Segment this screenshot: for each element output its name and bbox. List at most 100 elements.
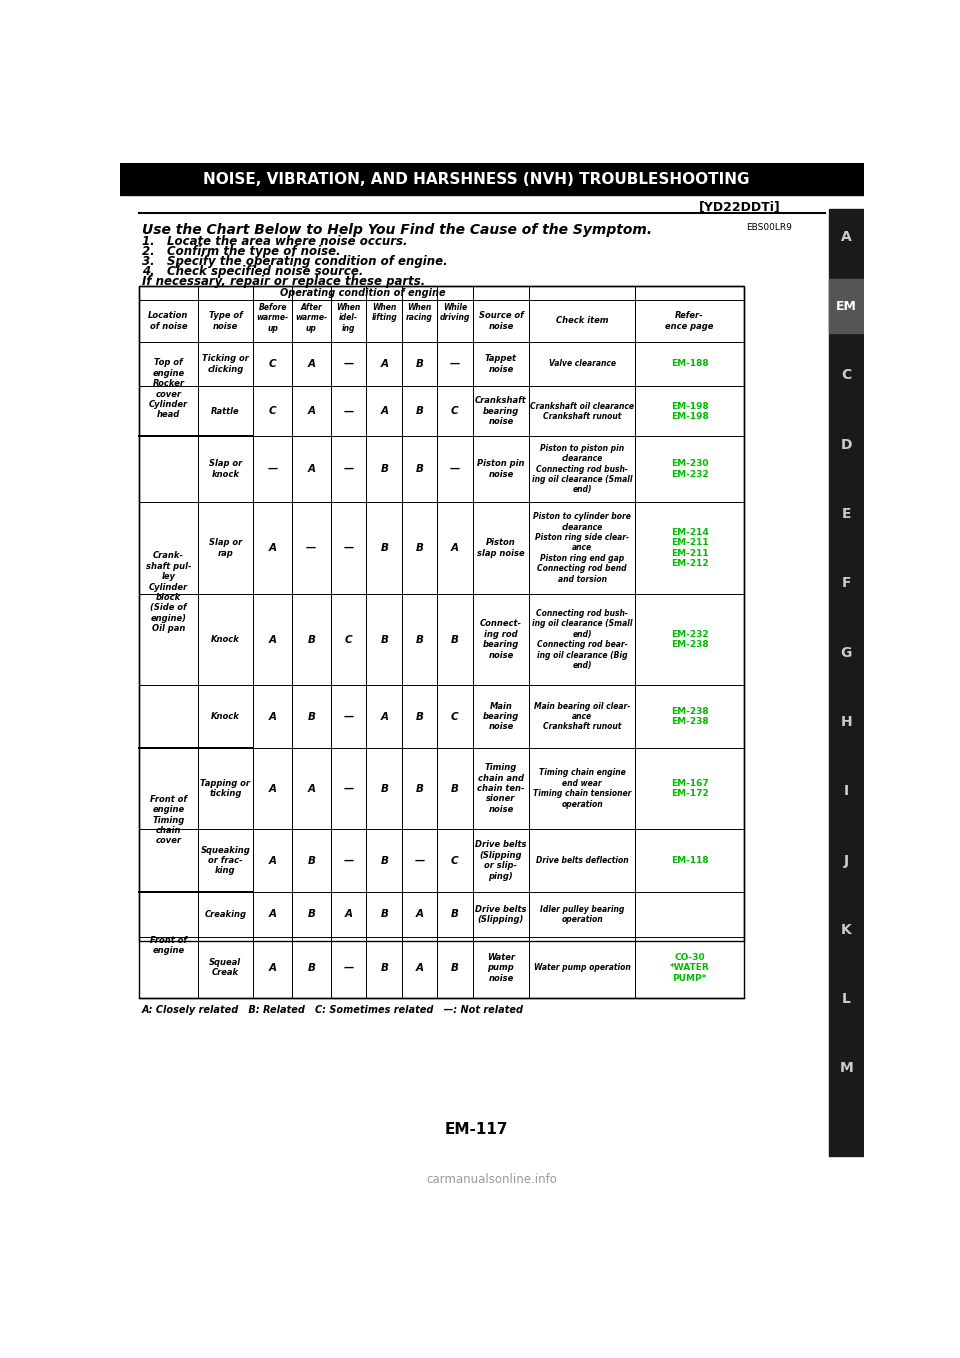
Text: A: A [307, 784, 316, 793]
Text: M: M [839, 1062, 853, 1076]
Text: —: — [344, 406, 354, 417]
Text: After
warme-
up: After warme- up [296, 303, 327, 333]
Text: —: — [344, 712, 354, 721]
Text: E: E [841, 507, 851, 521]
Text: F: F [841, 576, 851, 591]
Text: A: A [269, 543, 276, 553]
Text: A: A [307, 406, 316, 417]
Text: Source of
noise: Source of noise [478, 311, 523, 330]
Text: Creaking: Creaking [204, 910, 247, 919]
Text: B: B [416, 712, 423, 721]
Text: A: A [269, 712, 276, 721]
Text: Slap or
knock: Slap or knock [208, 459, 242, 479]
Text: EM-238
EM-238: EM-238 EM-238 [671, 708, 708, 727]
Text: Front of
engine: Front of engine [150, 936, 187, 955]
Text: When
idel-
ing: When idel- ing [337, 303, 361, 333]
Text: Piston to piston pin
clearance
Connecting rod bush-
ing oil clearance (Small
end: Piston to piston pin clearance Connectin… [532, 444, 633, 494]
Text: B: B [307, 963, 316, 972]
Text: Idler pulley bearing
operation: Idler pulley bearing operation [540, 904, 624, 925]
Text: A: A [416, 910, 423, 919]
Text: Crankshaft
bearing
noise: Crankshaft bearing noise [475, 397, 527, 426]
Bar [829, 280, 864, 333]
Text: Piston pin
noise: Piston pin noise [477, 459, 525, 479]
Text: Drive belts deflection: Drive belts deflection [536, 856, 629, 865]
Bar [120, 163, 864, 196]
Bar [139, 287, 744, 941]
Text: [YD22DDTi]: [YD22DDTi] [699, 201, 780, 213]
Text: Operating condition of engine: Operating condition of engine [280, 288, 445, 299]
Text: Drive belts
(Slipping): Drive belts (Slipping) [475, 904, 527, 925]
Text: B: B [451, 963, 459, 972]
Text: B: B [307, 712, 316, 721]
Text: Tappet
noise: Tappet noise [485, 354, 516, 373]
Text: Squeal
Creak: Squeal Creak [209, 957, 242, 978]
Bar [139, 287, 744, 998]
Text: G: G [841, 645, 852, 660]
Text: —: — [344, 856, 354, 865]
Text: Crank-
shaft pul-
ley
Cylinder
block
(Side of
engine)
Oil pan: Crank- shaft pul- ley Cylinder block (Si… [146, 551, 191, 633]
Text: B: B [307, 856, 316, 865]
Text: Knock: Knock [211, 636, 240, 644]
Text: Slap or
rap: Slap or rap [208, 538, 242, 558]
Text: Timing chain engine
end wear
Timing chain tensioner
operation: Timing chain engine end wear Timing chai… [533, 769, 632, 808]
Text: D: D [840, 437, 852, 452]
Text: A: A [307, 464, 316, 474]
Text: Location
of noise: Location of noise [148, 311, 188, 330]
Text: —: — [344, 359, 354, 369]
Text: Connecting rod bush-
ing oil clearance (Small
end)
Connecting rod bear-
ing oil : Connecting rod bush- ing oil clearance (… [532, 610, 633, 669]
Text: EM-118: EM-118 [671, 856, 708, 865]
Text: B: B [451, 784, 459, 793]
Text: C: C [269, 359, 276, 369]
Text: —: — [268, 464, 277, 474]
Text: EM-198
EM-198: EM-198 EM-198 [671, 402, 708, 421]
Text: A: A [269, 910, 276, 919]
Text: EM-214
EM-211
EM-211
EM-212: EM-214 EM-211 EM-211 EM-212 [671, 528, 708, 568]
Text: C: C [841, 368, 852, 383]
Text: When
lifting: When lifting [372, 303, 397, 322]
Text: —: — [344, 543, 354, 553]
Text: While
driving: While driving [440, 303, 470, 322]
Text: C: C [451, 856, 459, 865]
Text: C: C [451, 712, 459, 721]
Text: B: B [380, 910, 388, 919]
Text: B: B [451, 910, 459, 919]
Text: C: C [269, 406, 276, 417]
Text: EM-167
EM-172: EM-167 EM-172 [671, 779, 708, 799]
Text: When
racing: When racing [406, 303, 433, 322]
Text: B: B [416, 464, 423, 474]
Text: A: A [841, 230, 852, 244]
Text: Connect-
ing rod
bearing
noise: Connect- ing rod bearing noise [480, 619, 522, 660]
Text: carmanualsonline.info: carmanualsonline.info [426, 1173, 558, 1186]
Text: 3.   Specify the operating condition of engine.: 3. Specify the operating condition of en… [142, 255, 447, 269]
Text: —: — [344, 784, 354, 793]
Text: A: Closely related   B: Related   C: Sometimes related   —: Not related: A: Closely related B: Related C: Sometim… [142, 1005, 524, 1014]
Text: B: B [307, 634, 316, 645]
Text: A: A [269, 784, 276, 793]
Text: If necessary, repair or replace these parts.: If necessary, repair or replace these pa… [142, 276, 425, 288]
Text: A: A [269, 634, 276, 645]
Text: Ticking or
clicking: Ticking or clicking [202, 354, 249, 373]
Bar [829, 209, 864, 1156]
Text: B: B [380, 856, 388, 865]
Text: I: I [844, 785, 849, 799]
Text: Water pump operation: Water pump operation [534, 963, 631, 972]
Text: Crankshaft oil clearance
Crankshaft runout: Crankshaft oil clearance Crankshaft runo… [530, 402, 635, 421]
Text: B: B [416, 543, 423, 553]
Text: NOISE, VIBRATION, AND HARSHNESS (NVH) TROUBLESHOOTING: NOISE, VIBRATION, AND HARSHNESS (NVH) TR… [204, 171, 750, 186]
Text: Piston
slap noise: Piston slap noise [477, 538, 525, 558]
Text: K: K [841, 923, 852, 937]
Text: B: B [307, 910, 316, 919]
Text: B: B [380, 784, 388, 793]
Text: —: — [449, 359, 460, 369]
Text: CO-30
*WATER
PUMP*: CO-30 *WATER PUMP* [670, 953, 709, 982]
Text: B: B [380, 543, 388, 553]
Text: 1.   Locate the area where noise occurs.: 1. Locate the area where noise occurs. [142, 235, 407, 249]
Text: A: A [307, 359, 316, 369]
Text: Water
pump
noise: Water pump noise [487, 953, 515, 982]
Text: EM: EM [836, 300, 856, 312]
Text: EM-230
EM-232: EM-230 EM-232 [671, 459, 708, 479]
Text: Front of
engine
Timing
chain
cover: Front of engine Timing chain cover [150, 794, 187, 846]
Text: A: A [416, 963, 423, 972]
Text: B: B [451, 634, 459, 645]
Text: EBS00LR9: EBS00LR9 [746, 223, 792, 232]
